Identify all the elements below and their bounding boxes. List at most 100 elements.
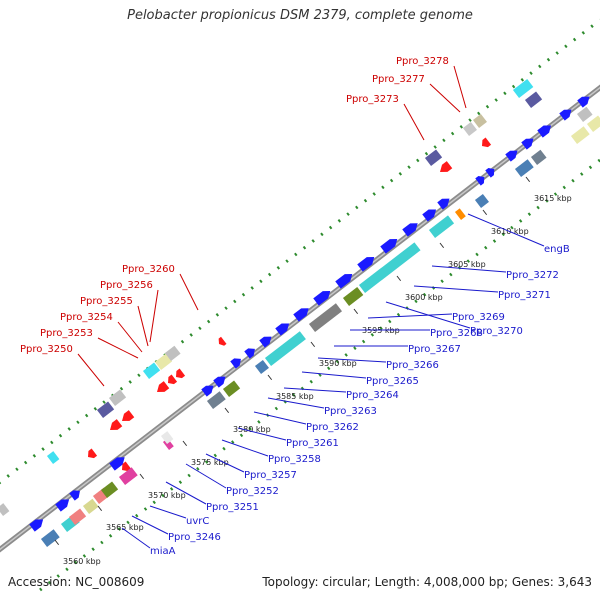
forward-cds-arrow [357,257,375,272]
map-title: Pelobacter propionicus DSM 2379, complet… [127,8,473,23]
gene-label-forward: Ppro_3266 [386,360,439,371]
reverse-cds-arrow [88,448,98,459]
label-leader-line [267,397,325,409]
gene-label-reverse: Ppro_3254 [60,312,113,323]
cog-category-box [342,287,364,306]
cog-category-box [512,79,534,98]
reverse-cds-arrow [157,381,170,392]
label-leader-line [137,305,149,347]
gene-label-forward: Ppro_3252 [226,486,279,497]
label-leader-line [403,103,425,141]
forward-cds-arrow [213,376,226,388]
gene-label-forward: Ppro_3269 [452,312,505,323]
cog-category-box [586,115,600,132]
cog-category-box [530,149,547,165]
scale-tick-label: 3565 kbp [106,523,144,532]
scale-tick [525,176,531,183]
forward-cds-arrow [55,499,70,512]
reverse-cds-arrow [482,137,492,148]
forward-cds-arrow [577,96,590,108]
cog-category-box [524,91,543,108]
gene-label-forward: Ppro_3258 [268,454,321,465]
label-leader-line [431,265,507,273]
gene-label-forward: Ppro_3261 [286,438,339,449]
gene-label-reverse: Ppro_3260 [122,264,175,275]
label-leader-line [429,83,461,113]
scale-tick [54,539,60,546]
cog-category-box [358,242,421,293]
forward-cds-arrow [293,308,309,322]
accession-text: Accession: NC_008609 [8,575,145,589]
label-leader-line [205,453,245,473]
gene-label-reverse: Ppro_3256 [100,280,153,291]
gene-label-forward: Ppro_3246 [168,532,221,543]
cog-category-box [68,508,87,525]
cog-category-box [0,503,10,516]
gene-label-reverse: Ppro_3250 [20,344,73,355]
gene-label-forward: Ppro_3263 [324,406,377,417]
label-leader-line [453,65,467,109]
scale-tick-label: 3605 kbp [448,260,486,269]
forward-cds-arrow [69,490,80,501]
gene-label-forward: uvrC [186,516,209,527]
scale-tick [267,374,273,381]
forward-cds-arrow [422,209,437,222]
scale-tick-label: 3590 kbp [319,359,357,368]
cog-category-box [108,389,127,406]
reverse-cds-arrow [440,161,453,172]
gene-label-forward: Ppro_3271 [498,290,551,301]
forward-cds-arrow [559,109,572,121]
cog-category-box [514,159,534,177]
cog-category-box [40,529,60,547]
cog-category-box [576,106,593,122]
label-leader-line [413,285,499,293]
scale-tick [224,407,230,414]
reverse-cds-arrow [122,461,132,472]
gene-label-forward: Ppro_3265 [366,376,419,387]
forward-cds-arrow [485,167,495,178]
gene-label-forward: Ppro_3257 [244,470,297,481]
cog-category-box [454,208,466,220]
cog-category-box [472,113,487,128]
label-leader-line [117,321,143,353]
scale-tick-label: 3575 kbp [191,458,229,467]
cog-category-box [570,126,590,144]
forward-features [29,96,590,532]
gene-label-reverse: Ppro_3255 [80,296,133,307]
forward-cds-arrow [521,138,534,150]
gc-dots-outer [0,18,600,485]
cog-category-box [428,215,455,238]
label-leader-line [301,371,367,379]
scale-tick-label: 3600 kbp [405,293,443,302]
gene-label-reverse: Ppro_3273 [346,94,399,105]
gene-labels: Ppro_3250 Ppro_3253 Ppro_3254 Ppro_3255 Ppro… [20,56,570,557]
reverse-features [88,137,492,472]
forward-cds-arrow [402,223,418,237]
genome-summary-text: Topology: circular; Length: 4,008,000 bp… [262,575,592,589]
gene-label-forward: miaA [150,546,176,557]
forward-cds-arrow [201,385,214,397]
label-leader-line [221,439,269,457]
forward-cds-arrow [380,239,398,254]
label-leader-line [253,411,307,425]
label-leader-line [237,427,287,441]
cog-category-boxes [0,79,600,547]
forward-cds-arrow [259,336,272,348]
scale-tick-label: 3615 kbp [534,194,572,203]
forward-cds-arrow [275,323,290,336]
label-leader-line [131,515,169,535]
scale-ticks: 3560 kbp 3565 kbp 3570 kbp 3575 kbp 3580 kbp… [54,176,572,566]
cog-category-box [160,431,174,444]
gene-label-forward: Ppro_3262 [306,422,359,433]
cog-category-box [118,467,138,485]
reverse-cds-arrow [122,410,135,421]
cog-category-box [142,362,161,379]
label-leader-line [385,301,471,329]
forward-cds-arrow [244,348,255,359]
label-leader-line [179,273,199,311]
forward-cds-arrow [335,274,353,289]
scale-tick [97,505,103,512]
cog-category-box [82,498,99,514]
